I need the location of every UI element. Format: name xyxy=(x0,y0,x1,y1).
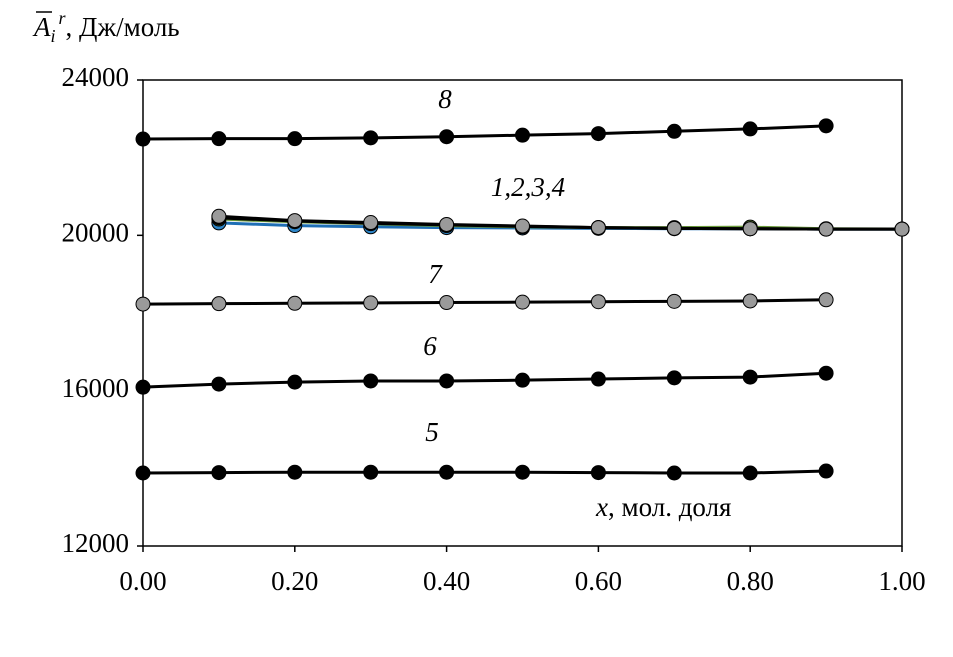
data-point xyxy=(666,123,682,139)
series-line xyxy=(218,214,902,231)
series-annotation: 5 xyxy=(425,417,439,447)
data-point xyxy=(363,373,379,389)
series-annotation: 1,2,3,4 xyxy=(491,172,565,202)
x-label-unit: , мол. доля xyxy=(608,492,731,522)
data-point xyxy=(742,221,758,237)
data-point xyxy=(515,372,530,388)
data-point xyxy=(439,373,455,389)
x-tick-label: 0.60 xyxy=(575,566,622,596)
data-point xyxy=(590,371,606,387)
y-axis-label: Air, Дж/моль xyxy=(32,8,180,46)
data-point xyxy=(287,213,303,229)
data-point xyxy=(135,465,151,481)
data-point xyxy=(363,295,379,311)
data-point xyxy=(287,464,303,480)
series-line xyxy=(142,298,827,306)
data-point xyxy=(515,464,530,480)
x-tick-label: 0.40 xyxy=(423,566,470,596)
data-point xyxy=(818,221,834,237)
y-label-subscript: i xyxy=(51,26,56,46)
data-point xyxy=(742,121,758,137)
series-annotation: 6 xyxy=(423,331,437,361)
data-point xyxy=(211,208,227,224)
series-annotation: 7 xyxy=(428,259,443,289)
series-annotation: 8 xyxy=(438,84,452,114)
data-point xyxy=(666,465,682,481)
data-point xyxy=(287,131,303,147)
data-point xyxy=(211,131,227,147)
y-tick-label: 16000 xyxy=(62,373,130,403)
data-point xyxy=(818,118,834,134)
data-point xyxy=(742,293,758,309)
y-tick-label: 20000 xyxy=(62,218,130,248)
series-line xyxy=(142,469,827,475)
x-axis-label: x, мол. доля xyxy=(595,492,731,522)
data-point xyxy=(135,131,151,147)
data-point xyxy=(515,218,530,234)
data-point xyxy=(590,465,606,481)
data-point xyxy=(590,126,606,142)
series-line xyxy=(142,124,827,141)
x-label-symbol: x xyxy=(595,492,608,522)
data-point xyxy=(211,376,227,392)
data-point xyxy=(287,295,303,311)
series-line xyxy=(142,371,827,389)
data-point xyxy=(590,294,606,310)
data-point xyxy=(666,293,682,309)
data-point xyxy=(211,296,227,312)
data-point xyxy=(818,463,834,479)
data-point xyxy=(287,374,303,390)
data-point xyxy=(894,221,910,237)
x-tick-label: 1.00 xyxy=(878,566,925,596)
y-tick-label: 12000 xyxy=(62,528,130,558)
x-tick-label: 0.00 xyxy=(119,566,166,596)
data-point xyxy=(742,465,758,481)
plot-frame xyxy=(142,79,903,547)
data-point xyxy=(818,292,834,308)
data-point xyxy=(363,130,379,146)
data-point xyxy=(515,294,530,310)
y-tick-label: 24000 xyxy=(62,62,130,92)
data-point xyxy=(590,220,606,236)
data-point xyxy=(211,465,227,481)
data-point xyxy=(135,379,151,395)
data-point xyxy=(666,370,682,386)
x-tick-label: 0.80 xyxy=(727,566,774,596)
y-label-superscript: r xyxy=(59,8,67,28)
data-point xyxy=(363,464,379,480)
x-tick-label: 0.20 xyxy=(271,566,318,596)
data-point xyxy=(135,296,151,312)
data-point xyxy=(742,369,758,385)
data-point xyxy=(515,127,530,143)
data-point xyxy=(818,365,834,381)
data-point xyxy=(439,295,455,311)
data-point xyxy=(363,215,379,231)
y-label-symbol: A xyxy=(32,12,51,42)
data-point xyxy=(439,216,455,232)
data-point xyxy=(439,129,455,145)
data-point xyxy=(439,464,455,480)
data-point xyxy=(666,220,682,236)
y-label-unit: , Дж/моль xyxy=(66,12,180,42)
